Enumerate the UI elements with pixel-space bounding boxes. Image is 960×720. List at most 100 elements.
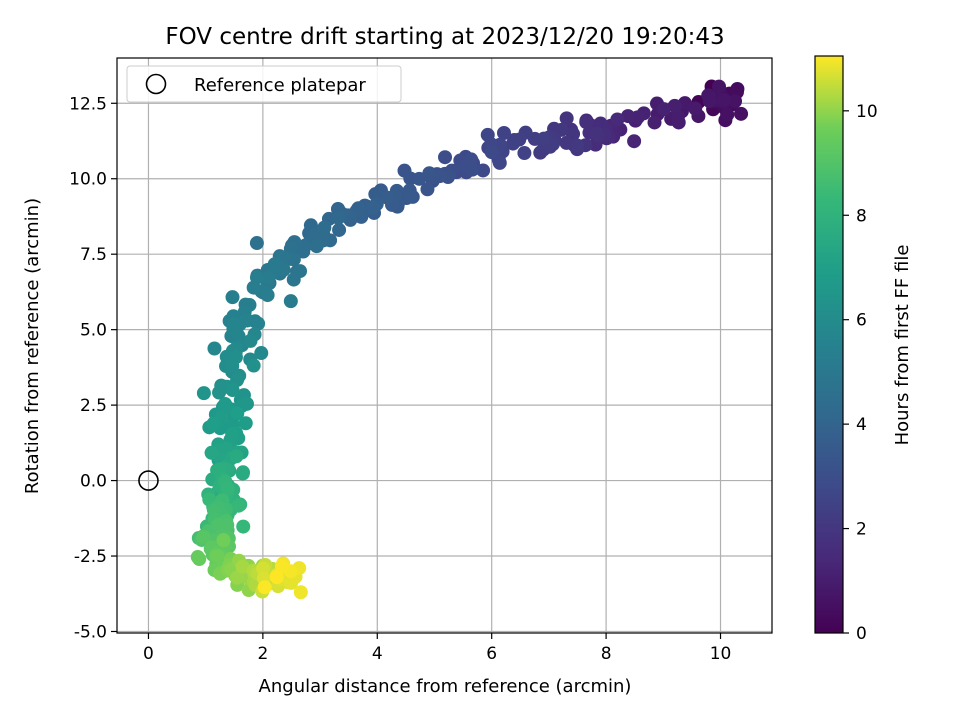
data-point xyxy=(192,552,207,567)
data-point xyxy=(671,115,686,130)
y-tick-label: 0.0 xyxy=(80,472,107,492)
data-point xyxy=(734,106,749,121)
data-point xyxy=(464,152,479,167)
data-point xyxy=(559,111,574,126)
data-point xyxy=(231,498,246,513)
data-point xyxy=(239,396,254,411)
data-point xyxy=(667,98,682,113)
x-tick-label: 2 xyxy=(257,644,268,664)
y-tick-label: 5.0 xyxy=(80,321,107,341)
data-point xyxy=(559,135,574,150)
data-point xyxy=(225,358,240,373)
data-point xyxy=(484,145,499,160)
data-point xyxy=(656,102,671,117)
data-point xyxy=(331,210,346,225)
colorbar-tick-label: 2 xyxy=(856,520,867,540)
colorbar-ticks: 0 2 4 6 8 10 xyxy=(843,102,878,644)
data-point xyxy=(220,481,235,496)
data-point xyxy=(204,445,219,460)
data-point xyxy=(590,126,605,141)
data-point xyxy=(206,416,221,431)
data-point xyxy=(257,580,272,595)
data-point xyxy=(260,288,275,303)
data-point xyxy=(505,136,520,151)
legend-box xyxy=(126,65,402,103)
data-point xyxy=(274,559,289,574)
data-point xyxy=(492,155,507,170)
legend-label: Reference platepar xyxy=(194,75,366,96)
x-tick-label: 10 xyxy=(710,644,732,664)
data-point xyxy=(261,270,276,285)
data-point xyxy=(251,316,266,331)
x-axis-label: Angular distance from reference (arcmin) xyxy=(259,676,632,697)
colorbar-tick-label: 10 xyxy=(856,102,878,122)
colorbar-tick-label: 8 xyxy=(856,206,867,226)
data-point xyxy=(283,294,298,309)
plot-frame xyxy=(116,57,773,634)
data-point xyxy=(196,529,211,544)
data-point xyxy=(579,115,594,130)
data-point xyxy=(230,570,245,585)
colorbar xyxy=(814,55,844,634)
data-point xyxy=(286,272,301,287)
y-axis-label: Rotation from reference (arcmin) xyxy=(22,198,43,494)
data-point xyxy=(216,533,231,548)
data-point xyxy=(647,115,662,130)
x-tick-label: 6 xyxy=(486,644,497,664)
x-tick-label: 8 xyxy=(601,644,612,664)
x-tick-label: 0 xyxy=(143,644,154,664)
data-point xyxy=(269,570,284,585)
data-point xyxy=(249,236,264,251)
data-point xyxy=(236,519,251,534)
data-point xyxy=(420,182,435,197)
data-point xyxy=(225,383,240,398)
data-point xyxy=(403,189,418,204)
data-point xyxy=(476,163,491,178)
data-point xyxy=(465,162,480,177)
data-point xyxy=(293,585,308,600)
data-point xyxy=(627,134,642,149)
data-point xyxy=(496,125,511,140)
colorbar-tick-label: 0 xyxy=(856,624,867,644)
colorbar-label: Hours from first FF file xyxy=(892,245,913,446)
y-tick-label: 7.5 xyxy=(80,245,107,265)
chart-title: FOV centre drift starting at 2023/12/20 … xyxy=(165,24,724,50)
data-point xyxy=(438,150,453,165)
x-axis-ticks: 0 2 4 6 8 10 xyxy=(143,633,731,664)
data-point xyxy=(712,79,727,94)
y-tick-label: -2.5 xyxy=(74,547,107,567)
y-tick-label: 10.0 xyxy=(69,170,107,190)
data-point xyxy=(536,131,551,146)
legend: Reference platepar xyxy=(126,65,402,103)
colorbar-tick-label: 6 xyxy=(856,311,867,331)
data-point xyxy=(230,406,245,421)
data-point xyxy=(688,101,703,116)
reference-platepar-marker xyxy=(138,470,159,491)
data-point xyxy=(243,333,258,348)
data-point xyxy=(720,107,735,122)
data-point xyxy=(235,559,250,574)
legend-marker xyxy=(145,73,167,95)
data-point xyxy=(317,220,332,235)
data-point xyxy=(332,222,347,237)
data-point xyxy=(249,270,264,285)
y-axis-ticks: -5.0 -2.5 0.0 2.5 5.0 7.5 10.0 12.5 xyxy=(69,94,117,642)
data-point xyxy=(610,112,625,127)
data-point xyxy=(240,313,255,328)
data-point xyxy=(309,239,324,254)
data-point xyxy=(238,416,253,431)
y-tick-label: 12.5 xyxy=(69,94,107,114)
data-point xyxy=(210,548,225,563)
y-tick-label: -5.0 xyxy=(74,622,107,642)
data-point xyxy=(620,109,635,124)
data-point xyxy=(235,466,250,481)
data-point xyxy=(570,138,585,153)
data-point xyxy=(225,290,240,305)
y-tick-label: 2.5 xyxy=(80,396,107,416)
data-point xyxy=(701,88,716,103)
data-point xyxy=(380,190,395,205)
data-point xyxy=(517,146,532,161)
data-point xyxy=(716,92,731,107)
data-point xyxy=(365,200,380,215)
